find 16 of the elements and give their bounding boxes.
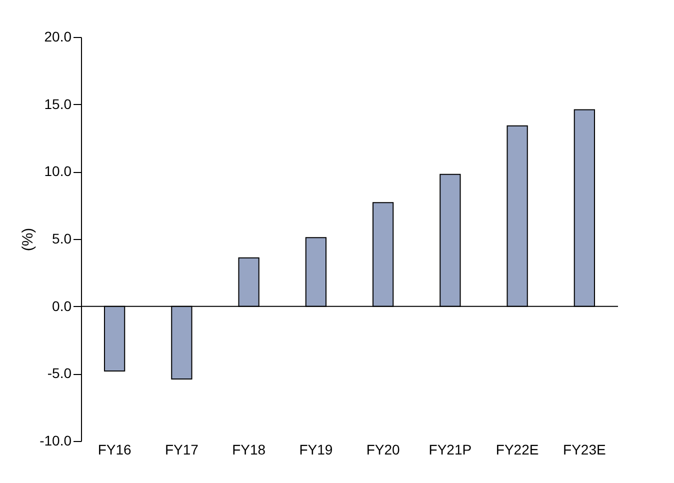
y-tick-label: -5.0 xyxy=(47,365,72,382)
x-tick-label: FY23E xyxy=(563,442,606,458)
y-tick-label: 5.0 xyxy=(52,230,72,246)
x-tick-label: FY18 xyxy=(232,442,266,458)
x-tick-label: FY22E xyxy=(496,442,539,458)
x-tick-label: FY19 xyxy=(299,442,333,458)
y-tick-label: 15.0 xyxy=(44,96,72,112)
y-tick-label: 0.0 xyxy=(52,298,72,314)
x-tick-label: FY20 xyxy=(366,442,400,458)
y-tick-label: -10.0 xyxy=(40,432,72,448)
y-axis-title: (%) xyxy=(20,228,37,252)
y-tick-label: 10.0 xyxy=(44,163,72,180)
x-tick-label: FY16 xyxy=(98,442,132,458)
x-tick-label: FY17 xyxy=(164,442,199,458)
y-tick-label: 20.0 xyxy=(44,28,72,44)
x-tick-label: FY21P xyxy=(428,442,472,458)
